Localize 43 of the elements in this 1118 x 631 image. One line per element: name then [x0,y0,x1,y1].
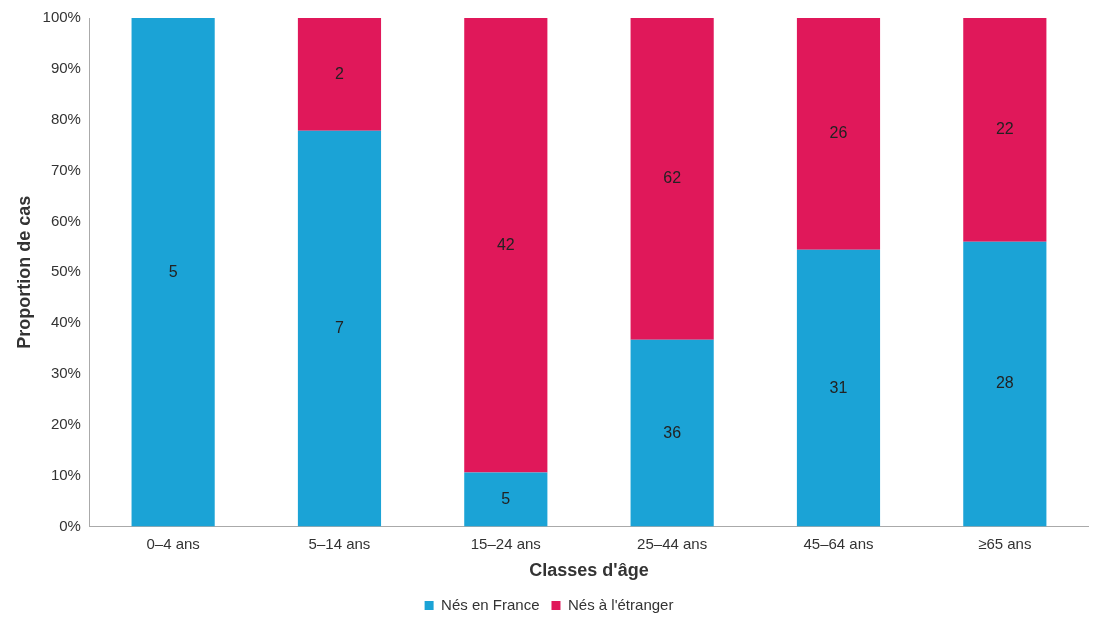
annotation: 62 [663,169,682,187]
bar [630,18,714,340]
legend-label: Nés en France [441,595,540,613]
y-tick-label: 20% [50,414,81,432]
x-tick-label: 15–24 ans [470,534,541,552]
annotation: 22 [995,120,1014,138]
bar [963,18,1047,242]
x-axis-title: Classes d'âge [529,560,649,581]
x-tick-label: 0–4 ans [146,534,200,552]
y-tick-label: 60% [50,211,81,229]
annotation: 2 [335,64,345,82]
annotation: 28 [995,374,1014,392]
y-tick-label: 40% [50,313,81,331]
y-tick-label: 30% [50,364,81,382]
annotation: 36 [663,423,682,441]
annotation: 42 [496,235,515,253]
annotation: 7 [335,319,345,337]
x-tick-label: 5–14 ans [308,534,371,552]
annotation: 5 [501,489,511,507]
annotation: 26 [829,124,848,142]
x-tick-label: 45–64 ans [803,534,874,552]
y-tick-label: 0% [59,516,81,534]
bar [630,339,714,527]
y-tick-label: 10% [50,465,81,483]
bar [796,249,881,527]
y-tick-label: 100% [42,8,81,26]
bar [297,130,382,527]
annotation: 31 [829,378,848,396]
x-tick-label: ≥65 ans [978,534,1032,552]
bar [464,18,548,473]
bar [963,241,1047,527]
x-tick-label: 25–44 ans [637,534,708,552]
y-axis-title: Proportion de cas [13,195,34,349]
bar [131,18,215,527]
bar [297,18,382,131]
y-tick-label: 50% [50,262,81,280]
y-tick-label: 70% [50,160,81,178]
legend-label: Nés à l'étranger [567,595,674,613]
y-tick-label: 80% [50,109,81,127]
bar [464,472,548,527]
annotation: 5 [168,262,178,280]
bar [796,18,881,250]
y-tick-label: 90% [50,58,81,76]
